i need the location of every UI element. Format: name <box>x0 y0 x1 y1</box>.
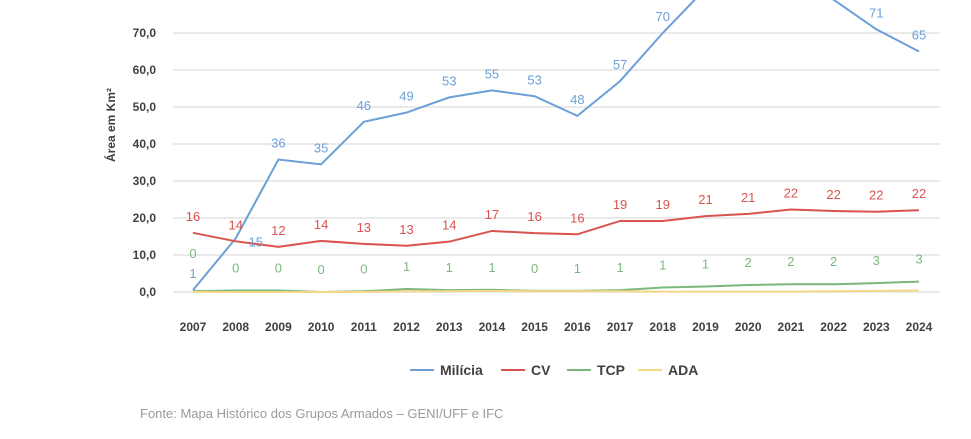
x-tick-label: 2013 <box>436 320 463 334</box>
data-label: 1 <box>702 256 709 271</box>
data-label: 0 <box>318 262 325 277</box>
x-tick-label: 2008 <box>222 320 249 334</box>
y-tick-label: 60,0 <box>133 63 157 77</box>
data-label: 2 <box>830 254 837 269</box>
data-label: 1 <box>574 261 581 276</box>
data-label: 53 <box>527 72 541 87</box>
data-label: 48 <box>570 92 584 107</box>
y-tick-label: 50,0 <box>133 100 157 114</box>
data-label: 21 <box>741 190 755 205</box>
legend-label: TCP <box>597 362 625 378</box>
data-label: 22 <box>826 187 840 202</box>
legend-label: CV <box>531 362 551 378</box>
data-label: 3 <box>873 253 880 268</box>
y-tick-label: 40,0 <box>133 137 157 151</box>
data-label: 22 <box>912 186 926 201</box>
legend-label: ADA <box>668 362 698 378</box>
data-label: 17 <box>485 207 499 222</box>
data-label: 1 <box>189 266 196 281</box>
data-label: 55 <box>485 66 499 81</box>
data-label: 2 <box>745 255 752 270</box>
x-tick-label: 2010 <box>308 320 335 334</box>
data-label: 1 <box>616 260 623 275</box>
data-label: 16 <box>527 209 541 224</box>
y-axis-label: Área em Km² <box>103 88 118 162</box>
data-label: 1 <box>403 259 410 274</box>
x-tick-label: 2016 <box>564 320 591 334</box>
legend: Milícia CV TCP ADA <box>410 362 698 378</box>
data-label: 19 <box>613 197 627 212</box>
data-label: 36 <box>271 136 285 151</box>
source-note: Fonte: Mapa Histórico dos Grupos Armados… <box>140 406 503 421</box>
data-label: 16 <box>570 210 584 225</box>
data-label: 2 <box>787 254 794 269</box>
x-tick-label: 2024 <box>906 320 933 334</box>
x-tick-label: 2020 <box>735 320 762 334</box>
data-label: 12 <box>271 223 285 238</box>
data-label: 65 <box>912 28 926 43</box>
data-label: 70 <box>656 9 670 24</box>
data-label: 71 <box>869 5 883 20</box>
series-line-ada <box>193 289 920 293</box>
data-label: 0 <box>360 261 367 276</box>
data-label: 14 <box>228 217 242 232</box>
data-label: 1 <box>446 260 453 275</box>
data-label: 14 <box>442 218 456 233</box>
data-label: 22 <box>869 188 883 203</box>
data-label: 21 <box>698 192 712 207</box>
data-label: 0 <box>275 261 282 276</box>
data-label: 57 <box>613 57 627 72</box>
x-tick-label: 2011 <box>351 320 377 334</box>
x-tick-label: 2019 <box>692 320 719 334</box>
y-tick-label: 70,0 <box>133 26 157 40</box>
data-label: 22 <box>784 185 798 200</box>
data-label: 0 <box>531 261 538 276</box>
data-label: 0 <box>189 246 196 261</box>
x-tick-label: 2009 <box>265 320 292 334</box>
data-label: 1 <box>488 260 495 275</box>
x-tick-label: 2017 <box>607 320 634 334</box>
series-line-milícia <box>192 0 920 291</box>
data-label: 3 <box>915 252 922 267</box>
x-tick-label: 2015 <box>521 320 548 334</box>
data-label: 13 <box>357 220 371 235</box>
x-tick-label: 2014 <box>479 320 506 334</box>
y-tick-label: 30,0 <box>133 174 157 188</box>
data-label: 0 <box>232 261 239 276</box>
y-tick-label: 10,0 <box>133 248 157 262</box>
data-label: 16 <box>186 209 200 224</box>
x-tick-label: 2018 <box>649 320 676 334</box>
data-label: 13 <box>399 222 413 237</box>
y-tick-label: 20,0 <box>133 211 157 225</box>
data-label: 19 <box>656 197 670 212</box>
data-label: 15 <box>248 234 262 249</box>
x-tick-label: 2007 <box>180 320 207 334</box>
x-tick-label: 2021 <box>778 320 805 334</box>
data-label: 53 <box>442 73 456 88</box>
data-label: 35 <box>314 140 328 155</box>
x-tick-label: 2023 <box>863 320 890 334</box>
data-label: 1 <box>659 258 666 273</box>
series-line-cv <box>192 208 920 248</box>
x-tick-label: 2012 <box>393 320 420 334</box>
data-label: 46 <box>357 98 371 113</box>
data-label: 49 <box>399 89 413 104</box>
data-label: 14 <box>314 217 328 232</box>
x-tick-label: 2022 <box>820 320 847 334</box>
legend-label: Milícia <box>440 362 483 378</box>
y-tick-label: 0,0 <box>139 285 156 299</box>
